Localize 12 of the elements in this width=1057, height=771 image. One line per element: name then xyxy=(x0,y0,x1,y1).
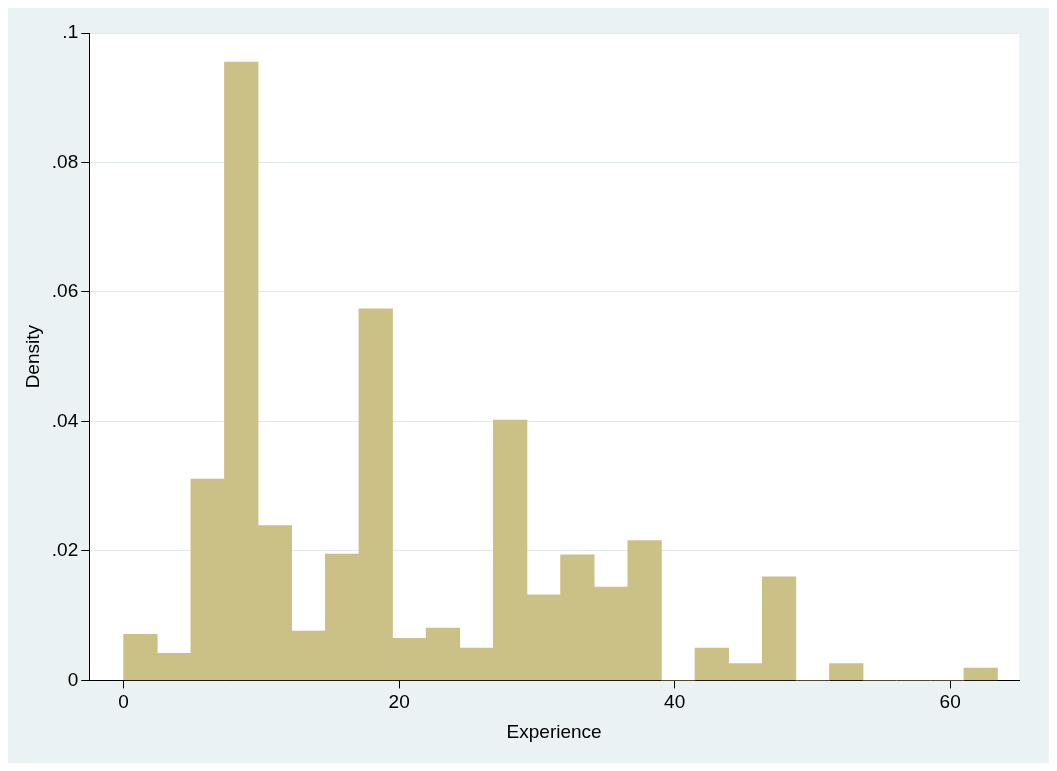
y-tick-label: 0 xyxy=(67,668,79,690)
y-tick-label: .02 xyxy=(51,539,79,561)
x-tick-label: 60 xyxy=(939,691,961,713)
y-tick-label: .04 xyxy=(51,409,79,431)
y-tick-label: .06 xyxy=(51,280,79,302)
y-axis-title: Density xyxy=(21,324,43,389)
x-tick-label: 20 xyxy=(388,691,410,713)
x-axis-title: Experience xyxy=(506,720,602,742)
y-tick-label: .08 xyxy=(51,150,79,172)
x-tick-label: 0 xyxy=(118,691,129,713)
x-tick-label: 40 xyxy=(664,691,686,713)
y-tick-label: .1 xyxy=(62,21,79,43)
